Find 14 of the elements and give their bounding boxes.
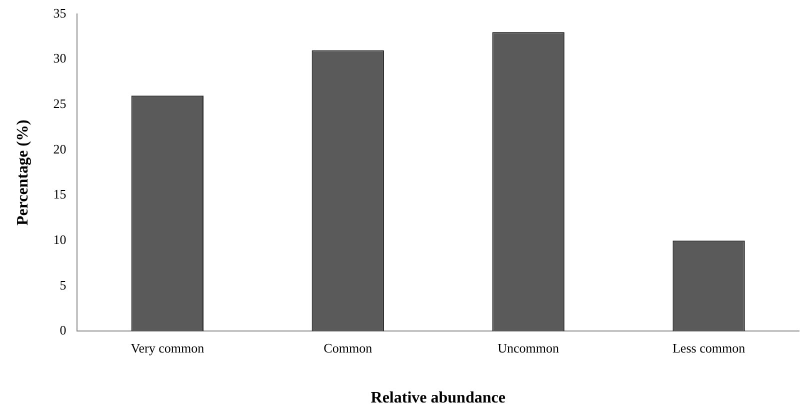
y-tick-label: 20 (53, 141, 66, 156)
y-tick-label: 35 (53, 5, 66, 20)
y-tick-label: 10 (53, 232, 66, 247)
y-axis-title: Percentage (%) (14, 120, 32, 226)
x-tick-label: Less common (672, 340, 746, 356)
x-tick-label: Uncommon (498, 340, 560, 356)
y-tick-label: 15 (53, 186, 66, 202)
x-tick-label: Very common (130, 340, 205, 356)
x-tick-label: Common (324, 340, 373, 356)
y-tick-label: 30 (53, 50, 66, 66)
y-tick-label: 0 (60, 322, 66, 338)
y-tick-label: 25 (53, 96, 66, 112)
y-tick-label: 5 (60, 277, 66, 292)
x-axis-title: Relative abundance (370, 390, 506, 407)
